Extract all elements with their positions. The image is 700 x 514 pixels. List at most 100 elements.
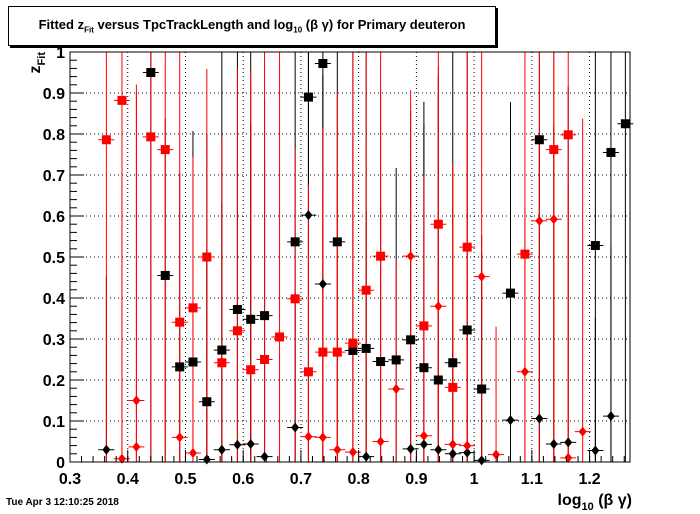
- square-marker: [505, 288, 515, 298]
- diamond-marker: [463, 440, 472, 451]
- diamond-marker: [102, 444, 111, 455]
- y-tick-label: 0.7: [43, 168, 65, 185]
- diamond-marker: [175, 432, 184, 443]
- y-tick-label: 0.9: [43, 86, 65, 103]
- square-marker: [275, 332, 285, 342]
- diamond-marker: [406, 251, 415, 262]
- y-tick-label: 0.1: [43, 414, 65, 431]
- title-part: (β γ) for Primary deuteron: [302, 17, 466, 32]
- diamond-marker: [549, 438, 558, 449]
- diamond-marker: [606, 411, 615, 422]
- square-marker: [433, 219, 443, 229]
- diamond-marker: [291, 422, 300, 433]
- square-marker: [217, 345, 227, 355]
- x-axis-label: log10 (β γ): [558, 492, 632, 513]
- y-tick-label: 0.5: [43, 250, 65, 267]
- square-marker: [175, 317, 185, 327]
- y-tick-label: 0.4: [43, 291, 65, 308]
- x-tick-label: 1.2: [578, 471, 600, 488]
- title-sub: 10: [293, 25, 303, 35]
- square-marker: [188, 303, 198, 313]
- x-tick-labels: 0.3 0.4 0.5 0.6 0.7 0.8 0.9 1 1.1 1.2: [59, 471, 601, 488]
- diamond-marker: [392, 384, 401, 395]
- square-marker: [117, 95, 127, 105]
- square-marker: [260, 355, 270, 364]
- square-marker: [217, 358, 227, 368]
- diamond-marker: [233, 439, 242, 450]
- chart-title-box: Fitted zFit versus TpcTrackLength and lo…: [8, 6, 496, 46]
- square-marker: [419, 363, 429, 373]
- title-sub: Fit: [84, 25, 94, 35]
- diamond-marker: [434, 301, 443, 312]
- title-part: Fitted z: [38, 17, 85, 32]
- data-markers: [101, 58, 630, 466]
- y-tick-label: 0.6: [43, 209, 65, 226]
- square-marker: [318, 347, 328, 357]
- square-marker: [303, 92, 313, 102]
- square-marker: [160, 270, 170, 280]
- diamond-marker: [318, 279, 327, 290]
- title-part: versus TpcTrackLength and log: [93, 17, 294, 32]
- diamond-marker: [376, 436, 385, 447]
- square-marker: [406, 335, 416, 345]
- square-marker: [620, 119, 630, 129]
- square-marker: [232, 326, 242, 336]
- diamond-marker: [549, 214, 558, 225]
- square-marker: [246, 365, 256, 375]
- diamond-marker: [448, 448, 457, 459]
- square-marker: [160, 145, 170, 155]
- square-marker: [361, 285, 371, 295]
- y-tick-label: 0.3: [43, 332, 65, 349]
- diamond-marker: [434, 444, 443, 455]
- chart-title: Fitted zFit versus TpcTrackLength and lo…: [9, 17, 495, 35]
- square-marker: [290, 294, 300, 304]
- diamond-marker: [520, 366, 529, 377]
- diamond-marker: [535, 413, 544, 424]
- diamond-marker: [188, 447, 197, 458]
- square-marker: [376, 251, 386, 261]
- square-marker: [188, 357, 198, 367]
- diamond-marker: [535, 215, 544, 226]
- x-tick-label: 0.4: [117, 471, 139, 488]
- diamond-marker: [419, 439, 428, 450]
- diamond-marker: [477, 271, 486, 282]
- square-marker: [348, 338, 358, 348]
- x-tick-label: 0.8: [348, 471, 370, 488]
- y-tick-label: 0: [56, 455, 65, 472]
- diamond-marker: [117, 453, 126, 464]
- diamond-marker: [506, 415, 515, 426]
- square-marker: [260, 311, 270, 321]
- diamond-marker: [260, 451, 269, 462]
- diamond-marker: [132, 441, 141, 452]
- y-tick-labels: 0 0.1 0.2 0.3 0.4 0.5 0.6 0.7 0.8 0.9 1: [43, 45, 65, 472]
- diamond-marker: [564, 452, 573, 463]
- x-tick-label: 0.7: [290, 471, 312, 488]
- y-tick-label: 0.2: [43, 373, 65, 390]
- square-marker: [549, 145, 559, 155]
- square-marker: [419, 321, 429, 331]
- square-marker: [303, 367, 313, 377]
- diamond-marker: [217, 444, 226, 455]
- square-marker: [348, 345, 358, 355]
- square-marker: [462, 325, 472, 335]
- diamond-marker: [492, 449, 501, 460]
- diamond-marker: [246, 438, 255, 449]
- x-tick-label: 0.5: [174, 471, 196, 488]
- grid: [70, 52, 630, 462]
- x-tick-label: 0.6: [232, 471, 254, 488]
- square-marker: [477, 384, 487, 394]
- diamond-marker: [304, 210, 313, 221]
- diamond-marker: [463, 447, 472, 458]
- square-marker: [202, 397, 212, 407]
- square-marker: [175, 362, 185, 372]
- diamond-marker: [419, 430, 428, 441]
- square-marker: [590, 241, 600, 251]
- square-marker: [534, 135, 544, 145]
- square-marker: [563, 130, 573, 140]
- diamond-marker: [578, 426, 587, 437]
- x-tick-label: 1: [470, 471, 479, 488]
- diamond-marker: [362, 451, 371, 462]
- x-tick-label: 1.1: [521, 471, 543, 488]
- diamond-marker: [348, 447, 357, 458]
